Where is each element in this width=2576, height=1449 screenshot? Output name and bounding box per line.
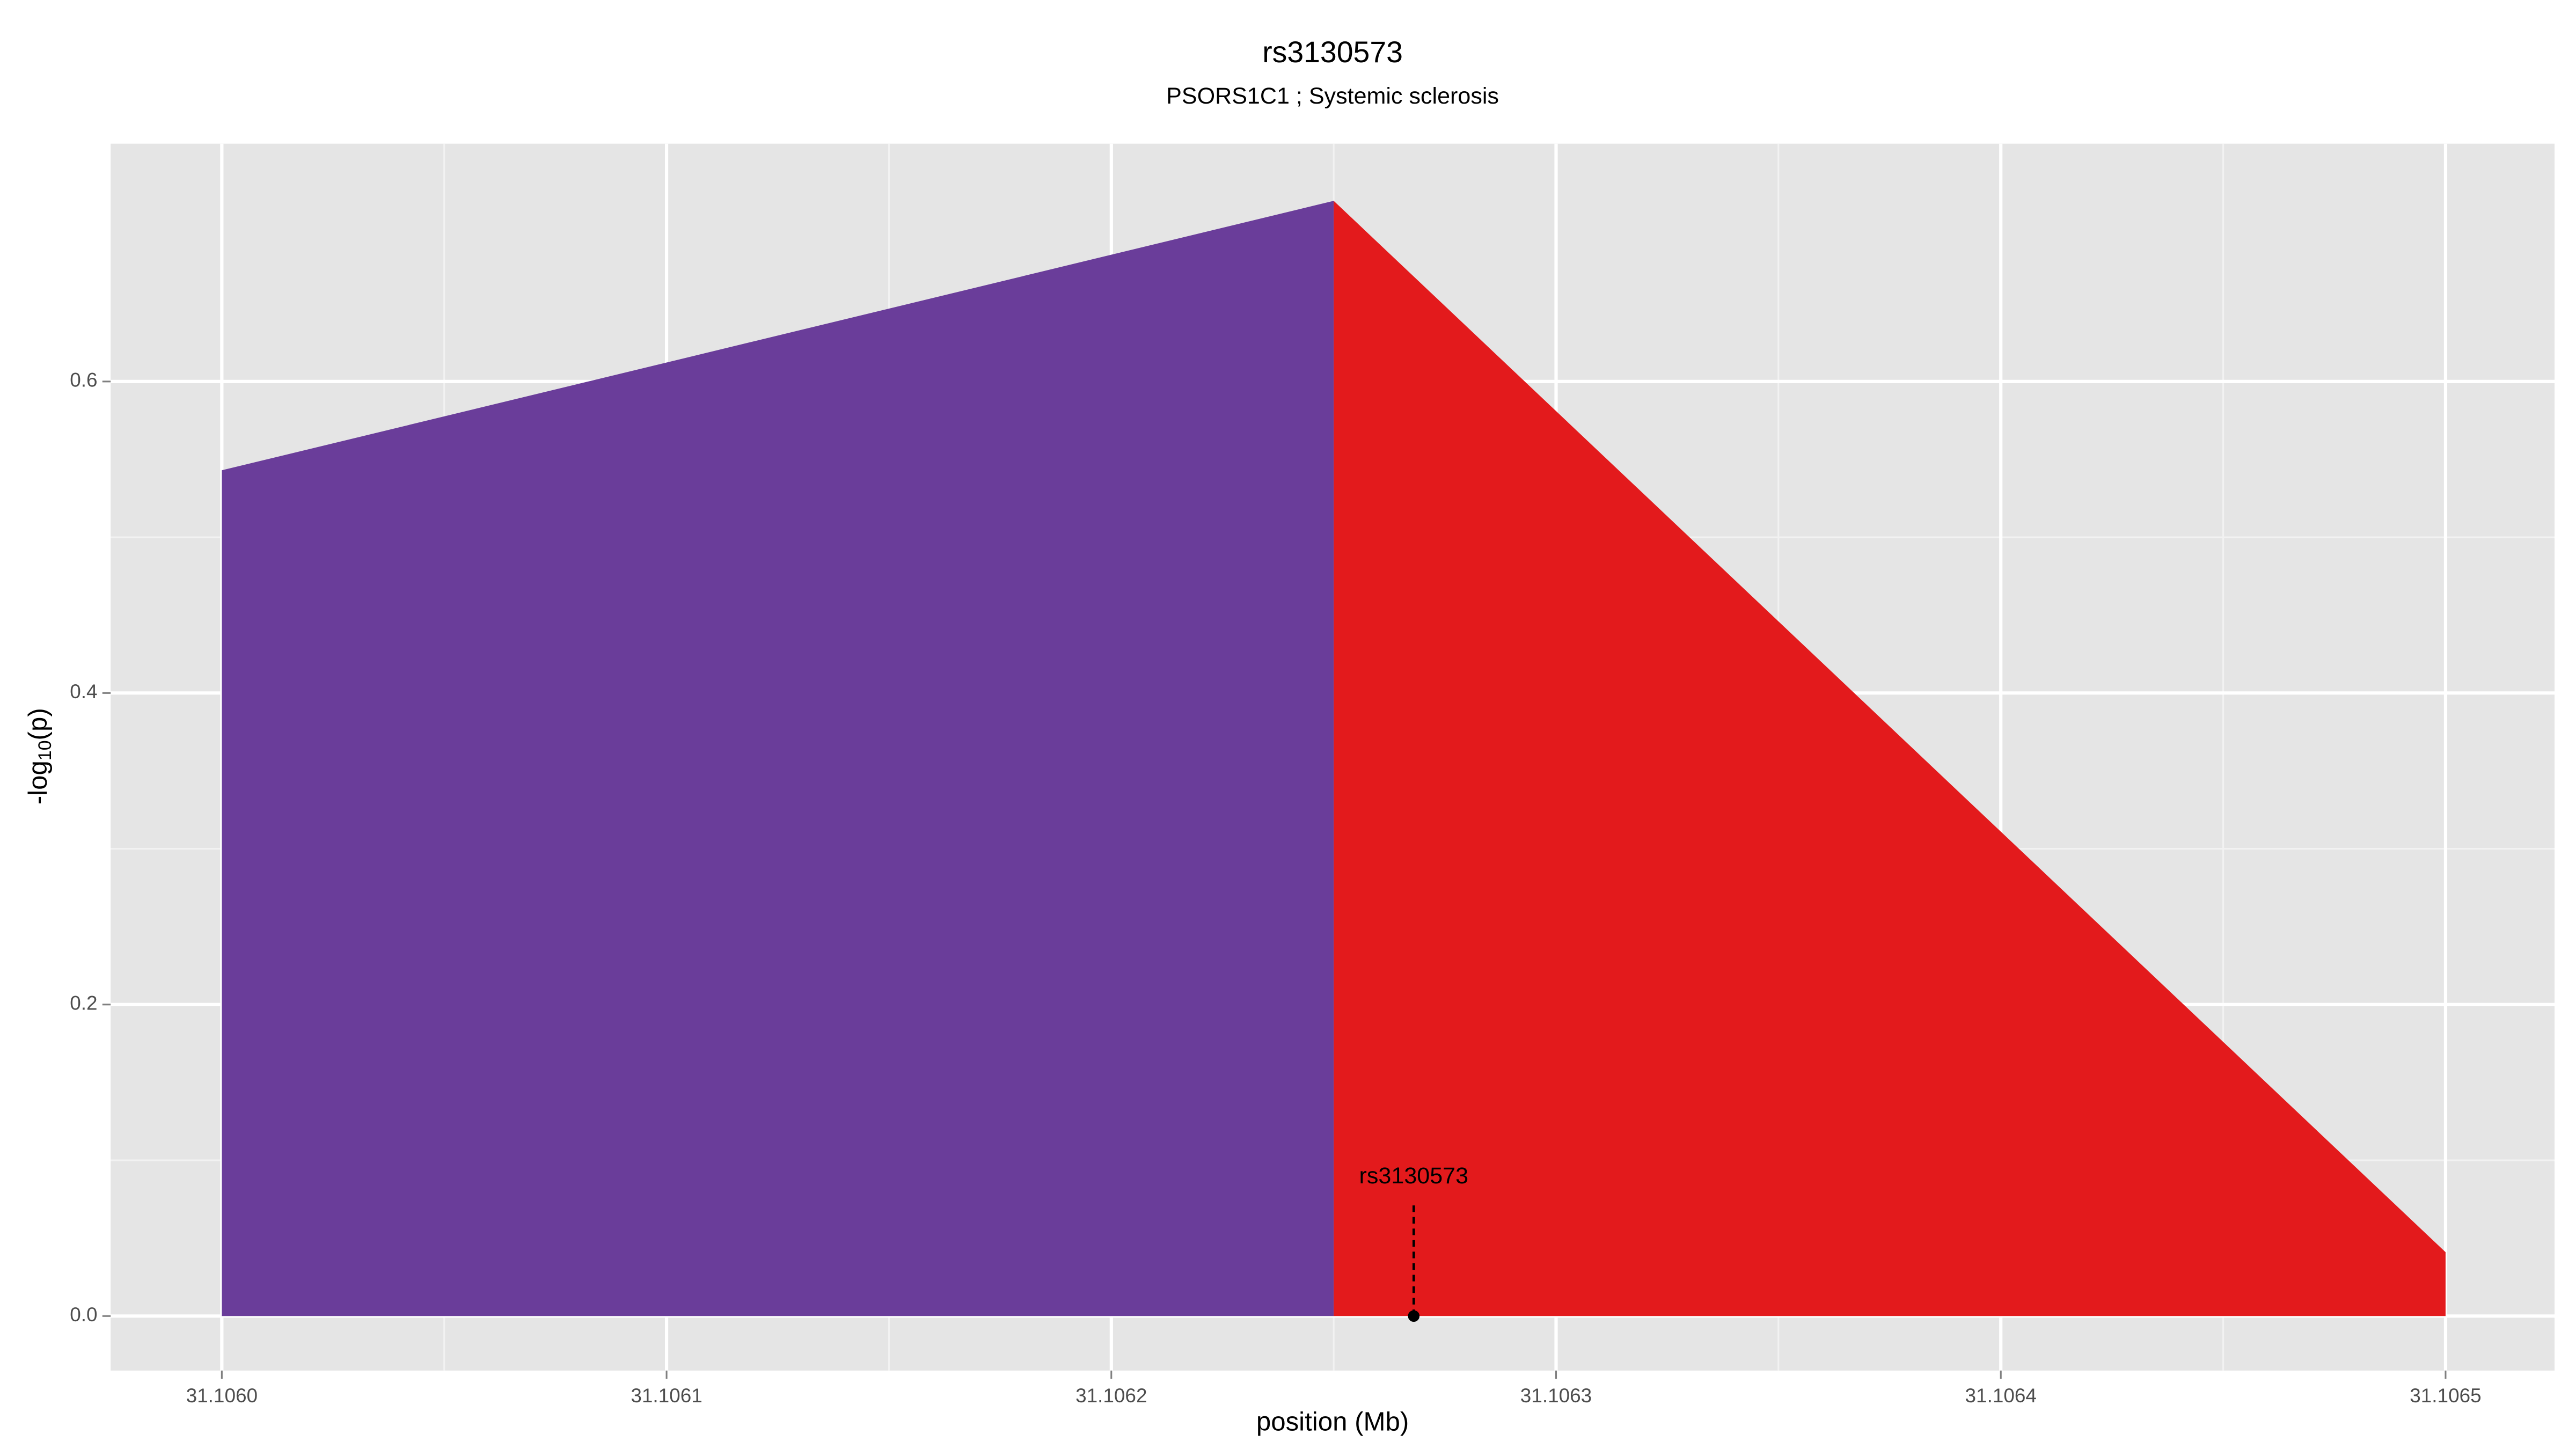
annotation-point [1408,1310,1420,1322]
x-tick-label: 31.1063 [1520,1385,1592,1407]
x-tick-label: 31.1062 [1075,1385,1147,1407]
y-axis-title-sub: 10 [35,740,55,760]
x-tick-label: 31.1060 [186,1385,258,1407]
y-tick-label: 0.2 [70,992,97,1014]
chart-title: rs3130573 [1262,35,1403,69]
x-axis-title: position (Mb) [1256,1407,1409,1436]
area [1334,201,2446,1316]
chart-subtitle: PSORS1C1 ; Systemic sclerosis [1166,83,1499,109]
x-tick-label: 31.1061 [631,1385,702,1407]
x-tick-label: 31.1064 [1965,1385,2037,1407]
y-tick-label: 0.6 [70,369,97,391]
annotation-label: rs3130573 [1359,1163,1469,1189]
y-tick-label: 0.0 [70,1304,97,1326]
y-axis-title-part: -log [23,760,53,804]
y-axis-title: -log10(p) [23,708,55,804]
x-tick-label: 31.1065 [2410,1385,2481,1407]
y-axis-title-part: (p) [23,708,53,740]
area [222,201,1334,1316]
y-tick-label: 0.4 [70,680,97,702]
plot-layer: 0.0 0.2 0.4 0.6 31.1060 31.1061 31.1062 31.1063… [70,143,2555,1407]
